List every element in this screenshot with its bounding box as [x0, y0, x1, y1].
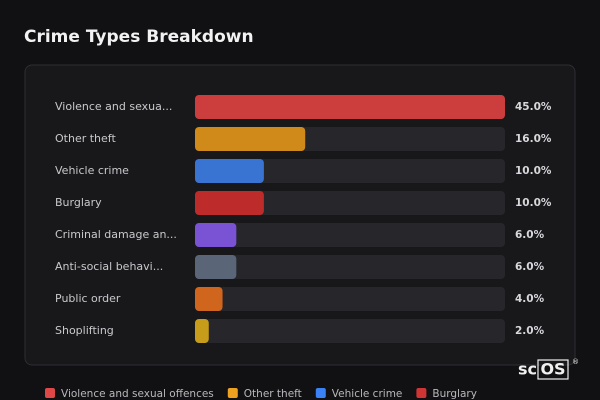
bar-track	[195, 319, 505, 343]
bar	[195, 95, 505, 119]
bar	[195, 319, 209, 343]
value-label: 2.0%	[515, 325, 545, 337]
legend-label: Vehicle crime	[332, 388, 403, 400]
bar-track	[195, 255, 505, 279]
watermark-boxed: OS	[540, 360, 565, 379]
category-label: Public order	[55, 292, 121, 305]
bar-track	[195, 159, 505, 183]
category-label: Burglary	[55, 196, 102, 209]
value-label: 10.0%	[515, 197, 552, 209]
bar	[195, 287, 223, 311]
legend-swatch	[416, 388, 427, 398]
value-label: 16.0%	[515, 133, 552, 145]
watermark-prefix: sc	[518, 360, 537, 379]
legend-swatch	[227, 388, 238, 398]
legend-swatch	[45, 388, 55, 398]
bar-track	[195, 191, 505, 215]
category-label: Anti-social behavi...	[55, 260, 163, 273]
legend-label: Other theft	[244, 388, 302, 400]
value-label: 45.0%	[515, 101, 552, 113]
category-label: Other theft	[55, 132, 116, 145]
legend-label: Violence and sexual offences	[61, 388, 214, 400]
value-label: 10.0%	[515, 165, 552, 177]
bar-track	[195, 287, 505, 311]
category-label: Vehicle crime	[55, 164, 129, 177]
category-label: Criminal damage an...	[55, 228, 177, 241]
category-label: Violence and sexua...	[55, 100, 172, 113]
bar	[195, 159, 264, 183]
bar-track	[195, 223, 505, 247]
legend-label: Burglary	[432, 388, 477, 400]
watermark-box	[537, 359, 569, 380]
chart-title: Crime Types Breakdown	[24, 27, 254, 47]
watermark-mark: ®	[572, 358, 579, 366]
bar	[195, 255, 237, 279]
bar	[195, 191, 264, 215]
value-label: 4.0%	[515, 293, 545, 305]
legend-swatch	[315, 388, 326, 398]
value-label: 6.0%	[515, 261, 545, 273]
bar	[195, 127, 306, 151]
value-label: 6.0%	[515, 229, 545, 241]
bar	[195, 223, 237, 247]
watermark: sc OS ®	[518, 358, 579, 380]
category-label: Shoplifting	[55, 324, 114, 337]
